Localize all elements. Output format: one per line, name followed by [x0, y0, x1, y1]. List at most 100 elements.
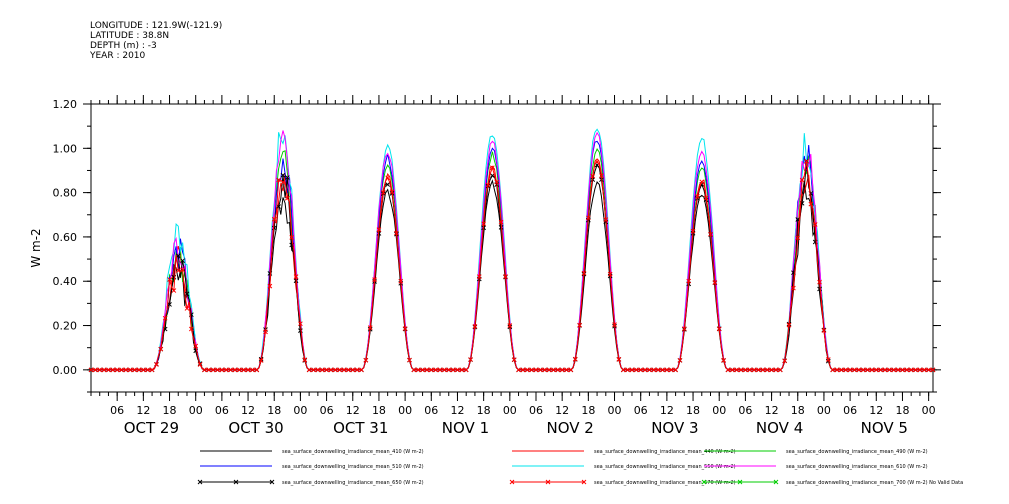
series-point [236, 367, 242, 373]
x-tick-label: 18 [686, 404, 700, 417]
series-point [359, 367, 364, 373]
series-point [394, 230, 399, 236]
series-point [498, 219, 504, 225]
series-point [411, 367, 417, 373]
series-point [341, 367, 347, 373]
series-point [852, 367, 857, 373]
series-point [524, 367, 530, 373]
series-point [219, 367, 225, 373]
legend-label: sea_surface_downwelling_irradiance_mean_… [282, 449, 424, 455]
series-point [642, 367, 648, 373]
series-point [450, 367, 456, 373]
series-point [324, 367, 329, 373]
x-tick-label: 12 [660, 404, 674, 417]
series-point [407, 357, 412, 363]
series-point [686, 278, 692, 284]
series-point [503, 274, 508, 279]
x-day-label: NOV 3 [651, 419, 698, 437]
legend-label: sea_surface_downwelling_irradiance_mean_… [786, 480, 963, 486]
series-point [402, 326, 408, 331]
x-tick-label: 00 [922, 404, 936, 417]
legend-marker [197, 479, 203, 485]
series-point [171, 288, 177, 293]
series-point [136, 367, 142, 373]
series-point [271, 225, 277, 231]
legend-marker [545, 479, 551, 485]
series-point [485, 182, 491, 188]
series-point [538, 367, 543, 373]
series-point [904, 367, 910, 373]
series-point [926, 367, 931, 373]
series-point [738, 367, 744, 373]
series-point [681, 326, 687, 332]
x-tick-label: 00 [189, 404, 203, 417]
series-point [677, 357, 683, 363]
series-point [555, 367, 561, 373]
series-point [385, 175, 391, 181]
x-tick-label: 18 [895, 404, 909, 417]
x-tick-label: 06 [634, 404, 648, 417]
series-point [280, 172, 286, 178]
series-point [385, 182, 391, 187]
series-point [459, 367, 465, 373]
series-point [900, 367, 905, 373]
series-point [542, 367, 548, 373]
legend-marker [233, 479, 239, 485]
series-point [808, 201, 814, 207]
series-point [638, 367, 644, 373]
x-tick-label: 18 [791, 404, 805, 417]
legend-marker [509, 479, 515, 485]
legend-marker [269, 479, 275, 485]
series-point [140, 367, 146, 373]
series-point [895, 367, 901, 373]
x-day-label: OCT 30 [228, 419, 283, 437]
series-point [284, 195, 290, 201]
x-day-label: NOV 1 [442, 419, 489, 437]
series-point [311, 367, 316, 373]
series-point [647, 367, 652, 373]
series-point [188, 326, 194, 332]
series-point [633, 367, 639, 373]
series-point [585, 215, 591, 221]
series-point [245, 367, 251, 373]
series-point [721, 357, 726, 363]
series-point [817, 279, 822, 285]
series-point [891, 367, 897, 373]
series-point [804, 159, 809, 164]
series-point [725, 367, 731, 373]
x-tick-label: 06 [738, 404, 752, 417]
metadata-header: LONGITUDE : 121.9W(-121.9) LATITUDE : 38… [90, 21, 222, 61]
series-point [760, 367, 766, 373]
series-point [271, 216, 277, 222]
y-tick-label: 1.00 [53, 142, 78, 155]
series-point [424, 367, 430, 373]
x-tick-label: 12 [869, 404, 883, 417]
series-point [664, 367, 670, 373]
series-point [106, 367, 111, 373]
series-point [228, 367, 233, 373]
series-point [110, 367, 116, 373]
series-point [202, 367, 207, 373]
series-point [232, 367, 238, 373]
series-point [258, 358, 264, 363]
x-day-label: OCT 29 [124, 419, 179, 437]
series-point [306, 367, 312, 373]
x-day-label: NOV 5 [861, 419, 908, 437]
series-point [481, 221, 486, 227]
x-tick-label: 18 [163, 404, 177, 417]
x-tick-label: 18 [477, 404, 491, 417]
x-tick-label: 06 [110, 404, 124, 417]
series-point [786, 322, 792, 328]
series-point [777, 367, 783, 373]
series-point [712, 280, 718, 285]
series-point [559, 367, 565, 373]
series-point [463, 367, 469, 373]
series-point [145, 367, 151, 373]
x-tick-label: 06 [215, 404, 229, 417]
y-tick-label: 0.60 [53, 231, 78, 244]
series-point [415, 367, 421, 373]
x-tick-label: 06 [424, 404, 438, 417]
series-point [363, 357, 369, 363]
series-point [568, 367, 574, 373]
series-point [346, 367, 351, 373]
